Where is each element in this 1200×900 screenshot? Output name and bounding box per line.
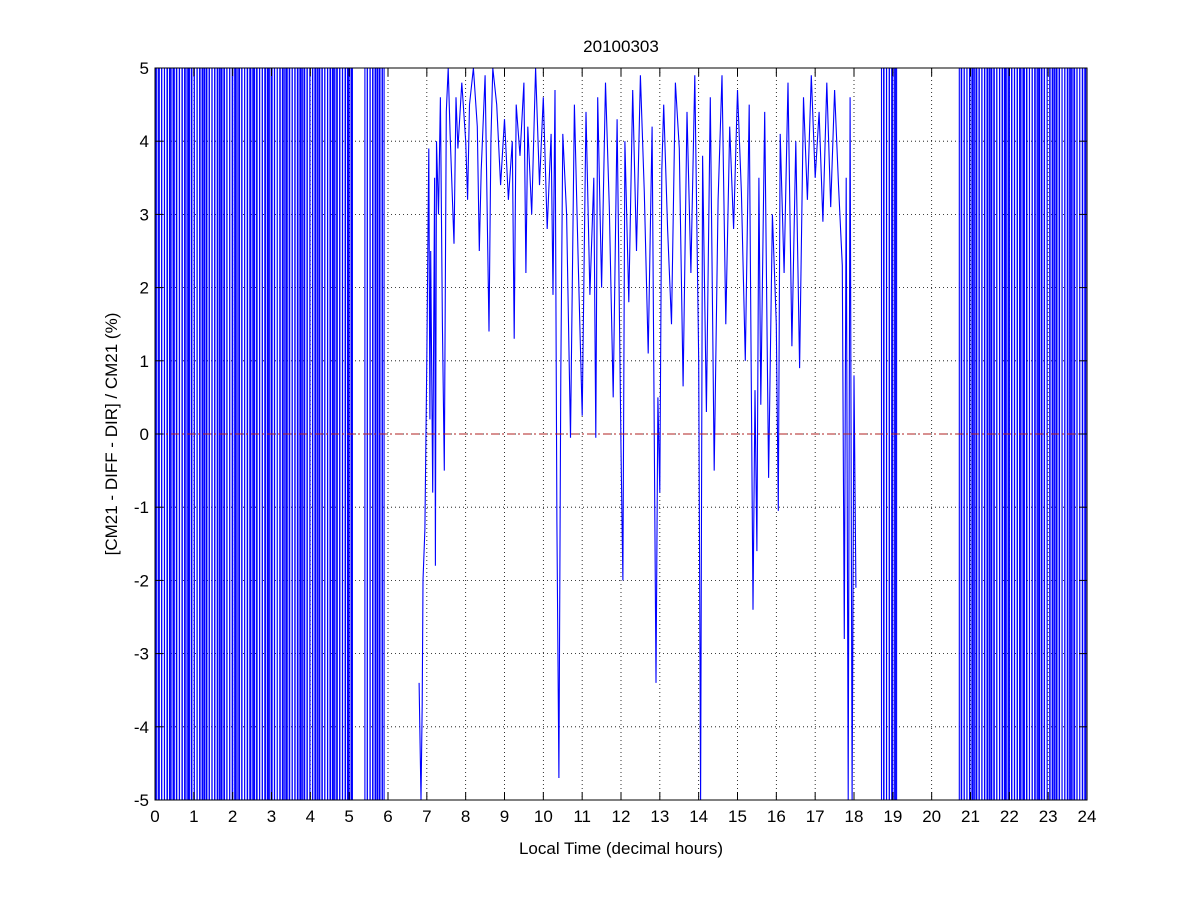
x-tick-label: 12 [612,807,631,826]
x-tick-label: 18 [845,807,864,826]
y-tick-label: 5 [140,59,149,78]
x-tick-label: 4 [306,807,315,826]
x-tick-label: 11 [573,807,591,826]
x-tick-label: 22 [1000,807,1019,826]
x-axis-label: Local Time (decimal hours) [519,839,723,858]
x-tick-label: 14 [689,807,708,826]
x-tick-label: 6 [383,807,392,826]
x-tick-label: 21 [961,807,980,826]
x-tick-label: 5 [344,807,353,826]
x-tick-label: 15 [728,807,747,826]
y-axis-label: [CM21 - DIFF - DIR] / CM21 (%) [102,313,121,556]
x-tick-label: 9 [500,807,509,826]
x-tick-label: 8 [461,807,470,826]
y-tick-label: 0 [140,425,149,444]
ticks: 0 1 2 3 4 5 6 7 8 9 10 11 12 13 14 15 16 17 18 19 20 21 22 23 24… [134,59,1097,826]
x-tick-label: 0 [150,807,159,826]
y-tick-label: 1 [140,352,149,371]
x-tick-label: 19 [883,807,902,826]
x-tick-label: 20 [922,807,941,826]
y-tick-label: 4 [140,132,149,151]
y-tick-label: -3 [134,645,149,664]
y-tick-label: -5 [134,791,149,810]
x-tick-label: 3 [267,807,276,826]
y-tick-label: -2 [134,571,149,590]
chart-title: 20100303 [583,37,659,56]
y-tick-label: 3 [140,205,149,224]
y-tick-label: -4 [134,718,149,737]
y-tick-label: -1 [134,498,149,517]
x-tick-label: 1 [189,807,198,826]
x-tick-label: 7 [422,807,431,826]
y-tick-label: 2 [140,279,149,298]
x-tick-label: 17 [806,807,825,826]
grid [155,68,1087,800]
x-tick-label: 2 [228,807,237,826]
x-tick-label: 16 [767,807,786,826]
x-tick-label: 13 [650,807,669,826]
x-tick-label: 23 [1039,807,1058,826]
x-tick-label: 24 [1078,807,1097,826]
x-tick-label: 10 [534,807,553,826]
series-line [418,67,857,801]
